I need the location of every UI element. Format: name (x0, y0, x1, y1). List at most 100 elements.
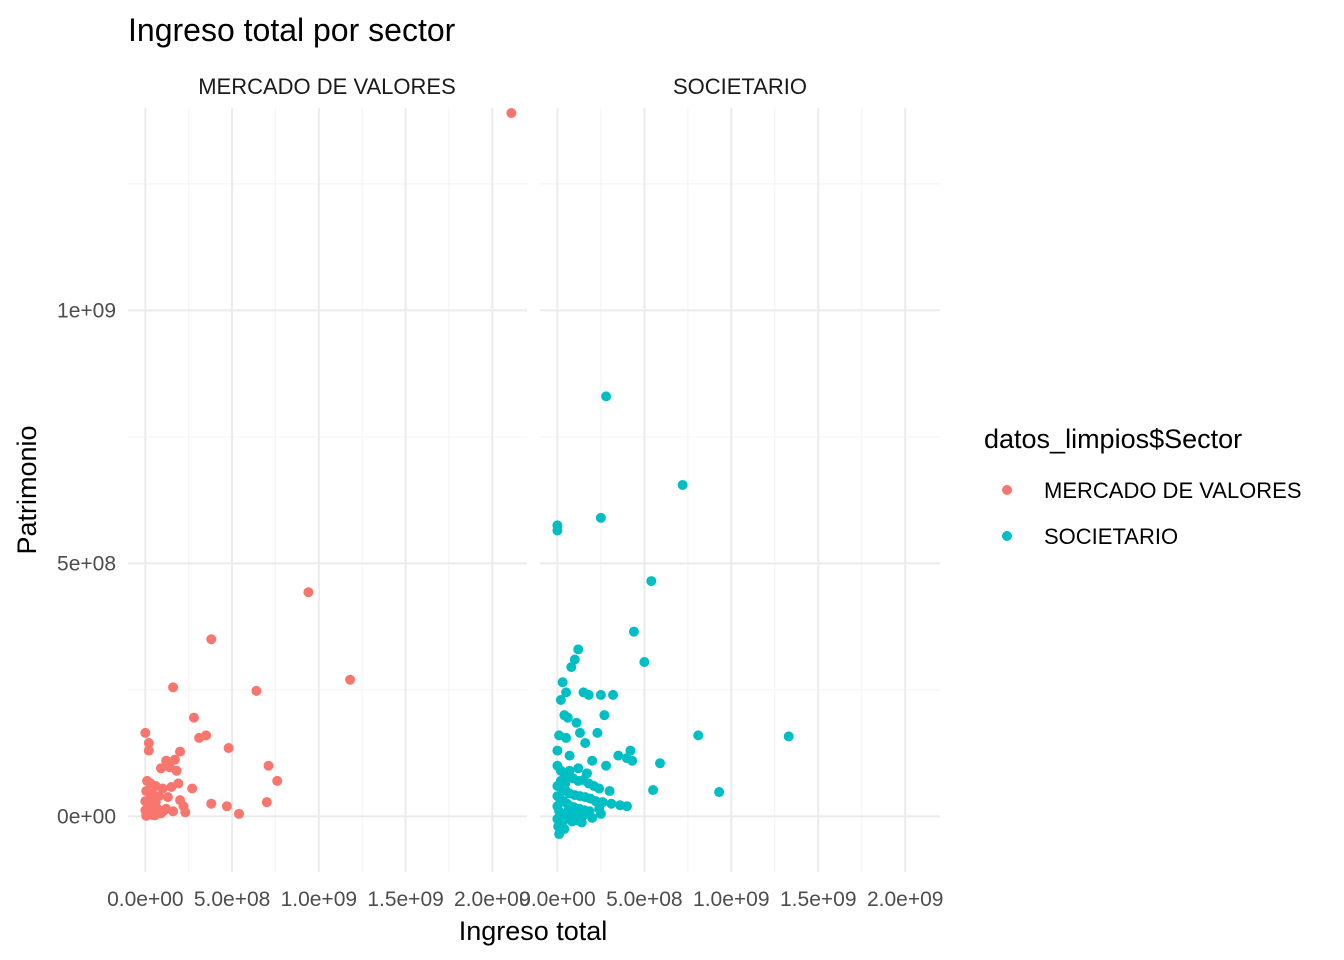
legend: datos_limpios$Sector MERCADO DE VALORES … (984, 424, 1302, 549)
data-point (583, 689, 594, 700)
data-point (552, 745, 563, 756)
x-tick-label: 1.0e+09 (281, 888, 358, 911)
data-point (234, 808, 245, 819)
data-point (157, 783, 168, 794)
data-point (592, 727, 603, 738)
x-tick-label: 1.5e+09 (780, 888, 857, 911)
data-point (561, 732, 572, 743)
legend-key-mercado-de-valores (1002, 485, 1012, 495)
data-point (555, 694, 566, 705)
data-point (143, 737, 154, 748)
data-point (223, 743, 234, 754)
data-point (595, 689, 606, 700)
data-point (169, 754, 180, 765)
data-point (581, 768, 592, 779)
y-axis-title: Patrimonio (12, 425, 42, 554)
data-point (571, 717, 582, 728)
data-point (561, 687, 572, 698)
data-point (180, 807, 191, 818)
data-point (175, 746, 186, 757)
chart-title: Ingreso total por sector (128, 12, 456, 48)
data-point (171, 765, 182, 776)
data-point (562, 712, 573, 723)
data-point (161, 803, 172, 814)
data-point (628, 626, 639, 637)
x-tick-label: 5.0e+08 (606, 888, 683, 911)
data-point (783, 731, 794, 742)
data-point (604, 786, 615, 797)
data-point (587, 812, 598, 823)
data-point (677, 479, 688, 490)
legend-key-societario (1002, 531, 1012, 541)
data-point (601, 760, 612, 771)
data-point (552, 525, 563, 536)
x-tick-label: 0.0e+00 (107, 888, 184, 911)
x-tick-label: 2.0e+09 (867, 888, 944, 911)
data-point (655, 758, 665, 769)
data-point (206, 798, 217, 809)
data-point (554, 829, 565, 840)
data-point (187, 783, 198, 794)
y-axis-ticks: 0e+00 5e+08 1e+09 (57, 299, 116, 828)
facet-panel-societario (540, 108, 940, 872)
data-point (578, 810, 589, 821)
data-point (587, 755, 598, 766)
data-point (272, 775, 283, 786)
data-point (162, 792, 173, 803)
data-point (557, 677, 568, 688)
data-point (646, 576, 657, 587)
data-point (595, 512, 606, 523)
x-tick-label: 0.0e+00 (519, 888, 596, 911)
data-point (594, 803, 605, 814)
x-tick-label: 1.5e+09 (367, 888, 444, 911)
data-point (627, 755, 638, 766)
data-point (221, 801, 232, 812)
data-point (648, 785, 659, 796)
data-point (557, 816, 568, 827)
data-point (714, 787, 725, 798)
legend-label-mercado-de-valores: MERCADO DE VALORES (1044, 478, 1302, 503)
data-point (261, 797, 272, 808)
data-point (140, 727, 151, 738)
data-point (251, 685, 262, 696)
data-point (143, 745, 154, 756)
legend-label-societario: SOCIETARIO (1044, 524, 1178, 549)
data-point (506, 108, 517, 119)
data-point (625, 745, 636, 756)
data-point (560, 778, 571, 789)
data-point (569, 654, 580, 665)
data-point (575, 727, 585, 738)
data-point (621, 801, 632, 812)
data-point (206, 634, 217, 645)
data-point (606, 798, 617, 809)
data-point (613, 750, 624, 761)
data-point (168, 682, 179, 693)
data-point (150, 797, 161, 808)
data-point (155, 763, 166, 774)
data-point (580, 737, 591, 748)
data-point (693, 730, 704, 741)
data-point (601, 391, 612, 402)
x-tick-label: 1.0e+09 (693, 888, 770, 911)
data-point (188, 712, 199, 723)
data-point (201, 730, 212, 741)
data-point (173, 778, 184, 789)
data-point (594, 783, 605, 794)
y-tick-label: 0e+00 (57, 805, 116, 828)
data-point (263, 760, 274, 771)
data-point (345, 674, 356, 685)
data-point (573, 763, 584, 774)
x-tick-label: 2.0e+09 (454, 888, 531, 911)
x-axis-title: Ingreso total (459, 916, 608, 946)
data-point (573, 644, 584, 655)
x-axis-ticks: 0.0e+00 5.0e+08 1.0e+09 1.5e+09 2.0e+090.0e+… (107, 888, 943, 911)
x-tick-label: 5.0e+08 (194, 888, 271, 911)
data-point (608, 689, 619, 700)
data-point (564, 765, 575, 776)
y-tick-label: 5e+08 (57, 552, 116, 575)
data-point (566, 662, 577, 673)
y-tick-label: 1e+09 (57, 299, 116, 322)
legend-title: datos_limpios$Sector (984, 424, 1242, 454)
data-point (303, 587, 314, 598)
